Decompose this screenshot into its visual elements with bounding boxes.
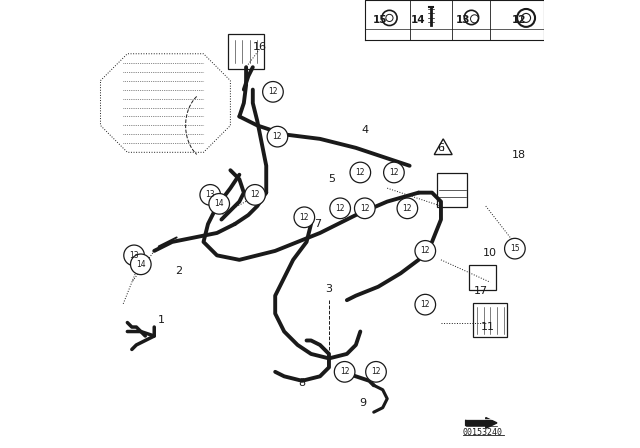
Text: 12: 12	[360, 204, 369, 213]
Text: 15: 15	[373, 15, 388, 25]
Text: 7: 7	[314, 219, 321, 229]
Text: 17: 17	[474, 286, 488, 296]
Circle shape	[267, 126, 288, 147]
Text: 13: 13	[129, 251, 139, 260]
Text: 12: 12	[268, 87, 278, 96]
Text: 14: 14	[214, 199, 224, 208]
Text: 12: 12	[403, 204, 412, 213]
Text: !: !	[442, 146, 445, 152]
Circle shape	[262, 82, 284, 102]
Circle shape	[209, 194, 230, 214]
Text: 18: 18	[512, 150, 527, 159]
Text: 14: 14	[412, 15, 426, 25]
Circle shape	[330, 198, 351, 219]
Circle shape	[124, 245, 145, 266]
Text: 12: 12	[512, 15, 527, 25]
Text: 5: 5	[328, 174, 335, 184]
Text: 16: 16	[253, 42, 266, 52]
Text: 12: 12	[273, 132, 282, 141]
Text: 8: 8	[298, 378, 306, 388]
Text: 14: 14	[136, 260, 146, 269]
Text: 12: 12	[300, 213, 309, 222]
Text: 12: 12	[420, 246, 430, 255]
Text: 12: 12	[371, 367, 381, 376]
Text: 10: 10	[483, 248, 497, 258]
Circle shape	[415, 294, 436, 315]
Circle shape	[397, 198, 418, 219]
Polygon shape	[466, 418, 497, 428]
Circle shape	[131, 254, 151, 275]
Text: 12: 12	[335, 204, 345, 213]
Circle shape	[244, 185, 266, 205]
Circle shape	[365, 362, 387, 382]
Text: 00153240: 00153240	[462, 428, 502, 437]
Circle shape	[415, 241, 436, 261]
Text: 12: 12	[420, 300, 430, 309]
Text: 4: 4	[361, 125, 369, 135]
Circle shape	[334, 362, 355, 382]
Text: 1: 1	[157, 315, 164, 325]
Text: 2: 2	[175, 266, 182, 276]
Circle shape	[504, 238, 525, 259]
Text: 12: 12	[356, 168, 365, 177]
Circle shape	[294, 207, 315, 228]
Text: 13: 13	[205, 190, 215, 199]
Text: 12: 12	[389, 168, 399, 177]
Text: 11: 11	[481, 322, 495, 332]
Text: 12: 12	[340, 367, 349, 376]
Text: 13: 13	[456, 15, 470, 25]
Text: 9: 9	[359, 398, 366, 408]
Text: 15: 15	[510, 244, 520, 253]
Circle shape	[355, 198, 375, 219]
Text: 3: 3	[326, 284, 332, 294]
Circle shape	[200, 185, 221, 205]
Circle shape	[350, 162, 371, 183]
Text: 12: 12	[250, 190, 260, 199]
Circle shape	[383, 162, 404, 183]
Text: 6: 6	[438, 143, 444, 153]
